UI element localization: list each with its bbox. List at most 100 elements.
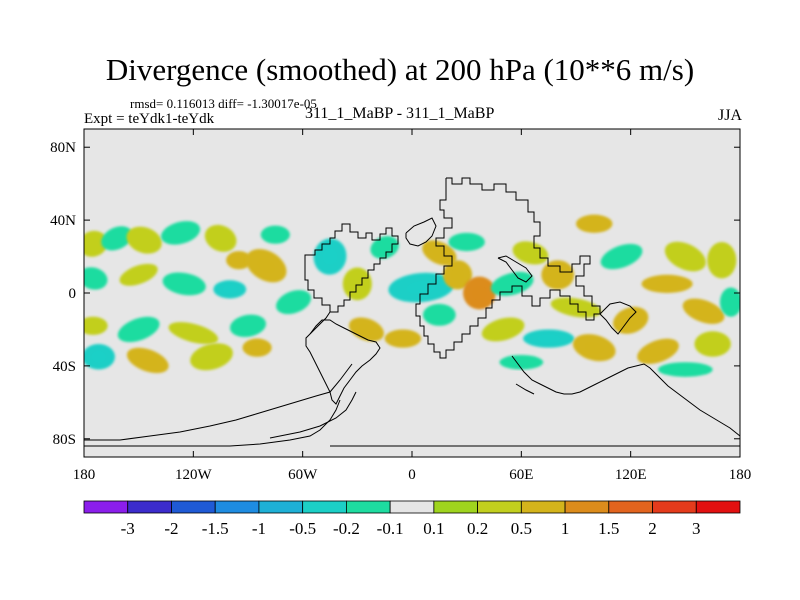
colorbar-swatch-4 — [258, 500, 304, 514]
anomaly-region-1 — [101, 226, 133, 251]
colorbar-swatch-14 — [695, 500, 741, 514]
anomaly-region-33 — [84, 316, 108, 335]
anomaly-core-46 — [584, 341, 604, 354]
coastline-central-america — [309, 311, 331, 335]
chart-title: Divergence (smoothed) at 200 hPa (10**6 … — [105, 52, 695, 87]
coastline-arabia — [497, 255, 533, 283]
y-tick-label-0: 80N — [50, 140, 76, 156]
colorbar-swatch-1 — [127, 500, 172, 514]
anomaly-region-43 — [422, 303, 456, 326]
x-tick-label-0: 180 — [73, 467, 96, 483]
anomaly-core-9 — [222, 285, 238, 294]
stats-line: rmsd= 0.116013 diff= -1.30017e-05 — [130, 96, 317, 111]
coastline-greenland — [405, 217, 437, 247]
colorbar-swatch-11 — [564, 500, 610, 514]
colorbar-swatch-10 — [520, 500, 566, 514]
colorbar-label-13: 3 — [692, 519, 701, 538]
axes: 180 120W 60W 0 60E 120E 180 80N 40N 0 40S 80S — [50, 129, 751, 483]
run-comparison-label: 311_1_MaBP - 311_1_MaBP — [305, 105, 495, 122]
x-tick-label-5: 120E — [615, 467, 647, 483]
divergence-field — [84, 214, 740, 377]
colorbar-label-11: 1.5 — [598, 519, 619, 538]
colorbar-swatch-8 — [433, 500, 479, 514]
colorbar-label-2: -1.5 — [202, 519, 229, 538]
colorbar-label-9: 0.5 — [511, 519, 532, 538]
colorbar-swatch-5 — [302, 500, 347, 514]
y-tick-label-3: 40S — [53, 359, 76, 375]
anomaly-region-11 — [260, 225, 290, 244]
anomaly-region-25 — [600, 243, 643, 270]
anomaly-core-19 — [472, 285, 487, 301]
y-tick-label-2: 0 — [69, 286, 77, 302]
anomaly-region-39 — [190, 343, 233, 371]
anomaly-core-24 — [586, 219, 603, 228]
colorbar-swatch-0 — [83, 500, 129, 514]
season-label: JJA — [717, 107, 742, 124]
anomaly-core-10 — [257, 258, 276, 274]
colorbar-swatch-6 — [345, 500, 391, 514]
anomaly-region-49 — [658, 362, 713, 377]
coastlines — [84, 177, 740, 447]
colorbar-label-8: 0.2 — [467, 519, 488, 538]
anomaly-region-21 — [490, 271, 534, 296]
anomaly-region-3 — [161, 221, 201, 245]
anomaly-core-13 — [322, 248, 338, 265]
anomaly-region-32 — [719, 287, 740, 317]
anomaly-region-20 — [448, 232, 485, 252]
y-tick-label-4: 80S — [53, 432, 76, 448]
coastline-antarctica-peninsula — [84, 399, 341, 447]
colorbar-label-3: -1 — [252, 519, 266, 538]
coastline-new-zealand — [515, 383, 535, 395]
anomaly-core-41 — [358, 324, 375, 335]
anomaly-region-0 — [84, 230, 108, 257]
colorbar-swatch-3 — [214, 500, 260, 514]
anomaly-region-50 — [499, 354, 544, 370]
coastline-australia — [511, 355, 740, 437]
anomaly-region-36 — [229, 314, 267, 338]
colorbar-label-1: -2 — [164, 519, 178, 538]
anomaly-region-44 — [481, 317, 525, 342]
anomaly-region-7 — [119, 263, 158, 286]
colorbar-label-4: -0.5 — [289, 519, 316, 538]
colorbar-label-6: -0.1 — [377, 519, 404, 538]
anomaly-core-23 — [550, 268, 566, 282]
colorbar-swatch-2 — [171, 500, 216, 514]
anomaly-core-30 — [622, 314, 639, 327]
anomaly-core-18 — [450, 268, 465, 282]
colorbar-label-0: -3 — [121, 519, 135, 538]
anomaly-core-45 — [537, 334, 561, 343]
anomaly-region-4 — [204, 224, 237, 252]
x-tick-label-1: 120W — [175, 467, 213, 483]
anomaly-core-17 — [431, 247, 448, 259]
x-tick-label-2: 60W — [288, 467, 318, 483]
anomaly-core-5 — [233, 256, 245, 265]
colorbar-label-12: 2 — [648, 519, 657, 538]
colorbar: -3 -2 -1.5 -1 -0.5 -0.2 -0.1 0.1 0.2 0.5 1 1.5 2 3 — [83, 500, 741, 538]
anomaly-region-6 — [84, 267, 108, 290]
anomaly-region-22 — [512, 241, 549, 265]
coastline-south-ocean-line — [269, 391, 357, 439]
colorbar-label-5: -0.2 — [333, 519, 360, 538]
anomaly-region-29 — [550, 297, 602, 318]
experiment-label: Expt = teYdk1-teYdk — [84, 111, 215, 127]
anomaly-region-2 — [126, 226, 162, 254]
coastline-south-america — [305, 319, 381, 405]
anomaly-region-8 — [162, 272, 206, 296]
coastline-southeast-asia — [599, 301, 637, 335]
anomaly-region-26 — [664, 241, 706, 272]
colorbar-swatch-7 — [389, 500, 435, 514]
anomaly-region-15 — [370, 236, 399, 259]
colorbar-swatch-13 — [652, 500, 697, 514]
anomaly-region-35 — [168, 322, 219, 345]
anomaly-core-28 — [655, 279, 679, 288]
anomaly-region-12 — [276, 290, 312, 315]
coastline-eurasia-africa — [415, 177, 601, 359]
anomaly-core-40 — [250, 343, 264, 352]
colorbar-swatch-9 — [477, 500, 522, 514]
anomaly-core-42 — [394, 334, 412, 343]
y-tick-label-1: 40N — [50, 213, 76, 229]
x-tick-label-6: 180 — [729, 467, 752, 483]
anomaly-core-38 — [138, 354, 158, 367]
anomaly-core-37 — [91, 351, 106, 363]
